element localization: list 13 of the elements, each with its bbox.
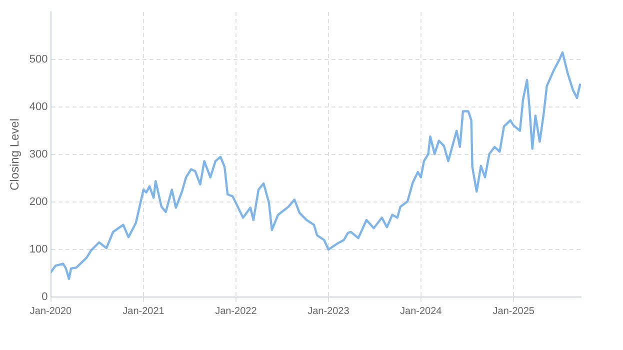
y-tick-label: 200: [29, 196, 48, 208]
x-tick-label: Jan-2025: [492, 306, 535, 317]
x-tick-label: Jan-2020: [30, 306, 72, 317]
y-axis-title: Closing Level: [8, 118, 22, 191]
y-tick-label: 500: [29, 54, 48, 66]
x-tick-label: Jan-2021: [122, 306, 165, 317]
y-tick-label: 400: [29, 101, 48, 114]
y-tick-label: 100: [29, 244, 48, 256]
x-tick-label: Jan-2024: [400, 306, 442, 317]
x-tick-label: Jan-2023: [308, 306, 350, 317]
x-tick-label: Jan-2022: [215, 306, 258, 317]
y-tick-label: 0: [42, 291, 48, 304]
y-tick-label: 300: [29, 148, 48, 161]
